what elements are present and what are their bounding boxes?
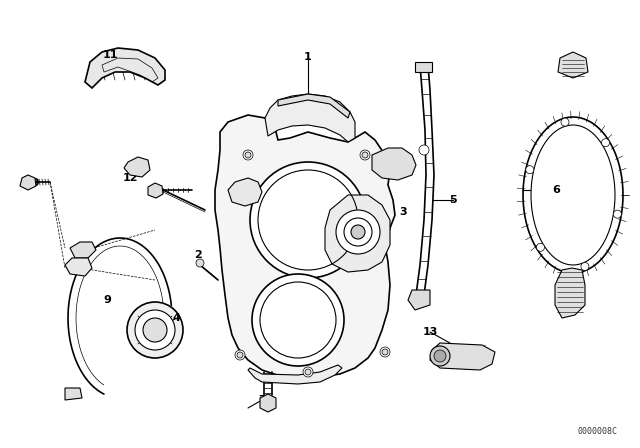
Polygon shape [278,94,350,118]
Text: 6: 6 [552,185,560,195]
Text: 1: 1 [304,52,312,62]
Text: 11: 11 [102,50,118,60]
Text: 4: 4 [172,313,180,323]
Polygon shape [555,268,585,318]
Circle shape [196,259,204,267]
Circle shape [245,152,251,158]
Circle shape [252,274,344,366]
Circle shape [360,150,370,160]
Circle shape [351,225,365,239]
Circle shape [235,350,245,360]
Circle shape [536,243,545,251]
Text: 3: 3 [399,207,407,217]
Circle shape [362,152,368,158]
Polygon shape [531,125,615,265]
Polygon shape [65,258,92,276]
Circle shape [143,318,167,342]
Circle shape [434,350,446,362]
Circle shape [250,162,366,278]
Polygon shape [20,175,36,190]
Text: 9: 9 [103,295,111,305]
Circle shape [243,150,253,160]
Circle shape [127,302,183,358]
Polygon shape [558,52,588,78]
Circle shape [237,352,243,358]
Circle shape [430,346,450,366]
Text: 13: 13 [422,327,438,337]
Circle shape [613,210,621,218]
Polygon shape [85,48,165,88]
Polygon shape [408,290,430,310]
Polygon shape [260,394,276,412]
Polygon shape [124,157,150,177]
Text: 0000008C: 0000008C [577,427,617,436]
Polygon shape [70,242,96,258]
Circle shape [135,310,175,350]
Polygon shape [325,195,390,272]
Circle shape [303,367,313,377]
Text: 2: 2 [194,250,202,260]
Text: 7: 7 [258,395,266,405]
Polygon shape [372,148,416,180]
Polygon shape [148,183,163,198]
Text: 5: 5 [449,195,457,205]
Polygon shape [248,365,342,384]
Polygon shape [265,94,355,142]
Polygon shape [215,115,395,378]
Circle shape [581,263,589,271]
Polygon shape [523,117,623,273]
Circle shape [380,347,390,357]
Circle shape [305,369,311,375]
Circle shape [526,166,534,174]
Text: 12: 12 [122,173,138,183]
Circle shape [602,139,609,146]
Circle shape [561,118,569,126]
Circle shape [336,210,380,254]
Circle shape [419,145,429,155]
Polygon shape [228,178,262,206]
Polygon shape [430,343,495,370]
Circle shape [382,349,388,355]
Text: 10: 10 [24,178,40,188]
Polygon shape [415,62,432,72]
Polygon shape [65,388,82,400]
Text: 8: 8 [148,187,156,197]
